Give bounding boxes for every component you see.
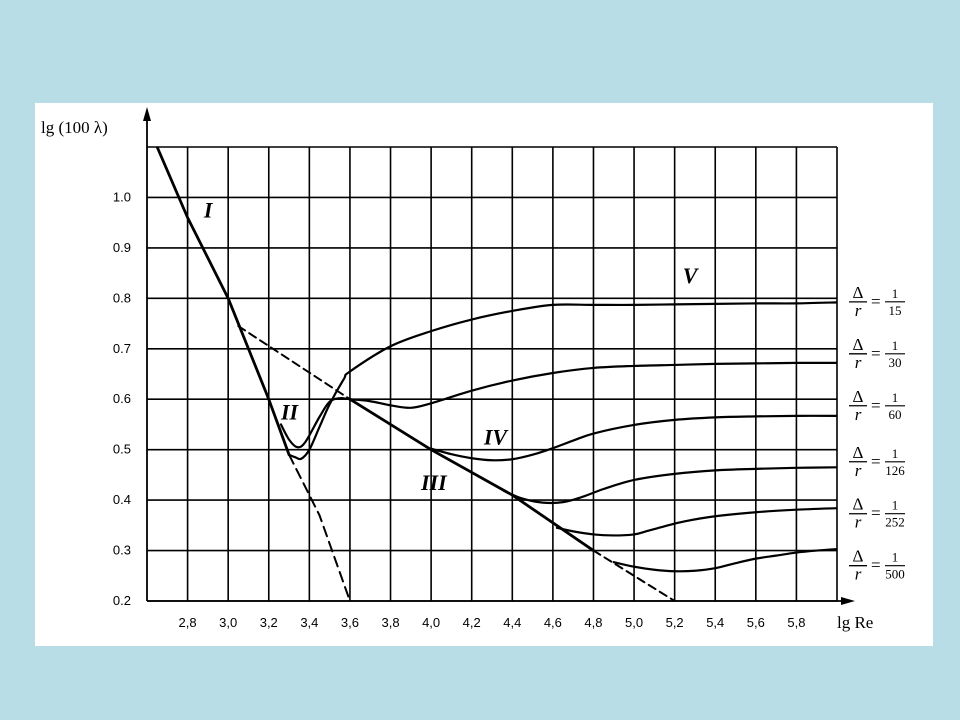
fraction-denominator: 15 — [889, 303, 902, 318]
y-tick-label: 0.4 — [113, 492, 131, 507]
delta-symbol: Δ — [853, 547, 864, 566]
equals-sign: = — [871, 292, 881, 311]
x-tick-label: 4,8 — [584, 615, 602, 630]
curve-label: Δr = 1 60 — [849, 387, 905, 424]
axes — [143, 107, 855, 605]
region-label: II — [280, 399, 300, 424]
grid-lines — [147, 146, 838, 602]
x-tick-label: 3,6 — [341, 615, 359, 630]
x-tick-label: 3,8 — [381, 615, 399, 630]
x-tick-label: 3,0 — [219, 615, 237, 630]
y-tick-label: 0.6 — [113, 391, 131, 406]
series-line-1-500 — [612, 547, 837, 573]
reference-lines — [155, 147, 676, 601]
fraction-numerator: 1 — [892, 550, 899, 565]
region-label: III — [420, 470, 448, 495]
series-lines — [279, 301, 837, 573]
x-tick-label: 4,0 — [422, 615, 440, 630]
radius-symbol: r — [855, 565, 862, 584]
x-tick-label: 4,2 — [463, 615, 481, 630]
reference-line-smooth-pipe-extension — [237, 325, 351, 401]
y-tick-label: 1.0 — [113, 189, 131, 204]
y-tick-label: 0.5 — [113, 442, 131, 457]
region-label: I — [203, 198, 214, 223]
y-tick-label: 0.7 — [113, 341, 131, 356]
fraction-numerator: 1 — [892, 498, 899, 513]
series-line-1-252 — [555, 507, 837, 537]
fraction-denominator: 126 — [885, 463, 905, 478]
curve-label: Δr = 1 252 — [849, 495, 905, 532]
reference-line-iii-extension — [592, 549, 676, 601]
curve-label: Δr = 1 126 — [849, 443, 905, 480]
region-label: IV — [483, 425, 510, 450]
delta-symbol: Δ — [853, 387, 864, 406]
curve-label: Δr = 1 500 — [849, 547, 905, 584]
region-label: V — [683, 263, 700, 288]
y-tick-label: 0.2 — [113, 593, 131, 608]
y-tick-labels: 0.2 0.3 0.4 0.5 0.6 0.7 0.8 0.9 1.0 — [113, 189, 131, 608]
x-tick-label: 2,8 — [179, 615, 197, 630]
x-tick-label: 5,4 — [706, 615, 724, 630]
radius-symbol: r — [855, 405, 862, 424]
delta-symbol: Δ — [853, 495, 864, 514]
fraction-numerator: 1 — [892, 338, 899, 353]
equals-sign: = — [871, 452, 881, 471]
series-line-1-126 — [503, 466, 837, 505]
equals-sign: = — [871, 344, 881, 363]
reference-line-laminar-extension — [288, 453, 351, 601]
fraction-denominator: 30 — [889, 355, 902, 370]
curve-label: Δr = 1 15 — [849, 283, 905, 320]
x-tick-label: 3,4 — [300, 615, 318, 630]
series-line-1-30 — [279, 361, 837, 449]
x-tick-label: 3,2 — [260, 615, 278, 630]
fraction-numerator: 1 — [892, 390, 899, 405]
y-axis-label: lg (100 λ) — [41, 118, 108, 137]
fraction-denominator: 500 — [885, 567, 905, 582]
x-axis-arrow-icon — [841, 597, 855, 605]
radius-symbol: r — [855, 513, 862, 532]
fraction-numerator: 1 — [892, 446, 899, 461]
radius-symbol: r — [855, 353, 862, 372]
fraction-denominator: 60 — [889, 407, 902, 422]
x-tick-label: 4,6 — [544, 615, 562, 630]
radius-symbol: r — [855, 301, 862, 320]
chart-panel: 2,8 3,0 3,2 3,4 3,6 3,8 4,0 4,2 4,4 4,6 4,8 5,0 5,2 5… — [35, 103, 933, 646]
x-tick-labels: 2,8 3,0 3,2 3,4 3,6 3,8 4,0 4,2 4,4 4,6 4,8 5,0 5,2 5… — [179, 615, 806, 630]
radius-symbol: r — [855, 461, 862, 480]
x-tick-label: 5,6 — [747, 615, 765, 630]
equals-sign: = — [871, 396, 881, 415]
fraction-numerator: 1 — [892, 286, 899, 301]
fraction-denominator: 252 — [885, 515, 905, 530]
delta-symbol: Δ — [853, 283, 864, 302]
y-axis-arrow-icon — [143, 107, 151, 121]
equals-sign: = — [871, 556, 881, 575]
delta-symbol: Δ — [853, 443, 864, 462]
curve-label: Δr = 1 30 — [849, 335, 905, 372]
y-tick-label: 0.8 — [113, 290, 131, 305]
x-tick-label: 4,4 — [503, 615, 521, 630]
x-tick-label: 5,0 — [625, 615, 643, 630]
y-tick-label: 0.3 — [113, 543, 131, 558]
reference-line-i — [155, 147, 291, 457]
x-axis-label: lg Re — [837, 613, 873, 632]
y-tick-label: 0.9 — [113, 240, 131, 255]
friction-factor-chart: 2,8 3,0 3,2 3,4 3,6 3,8 4,0 4,2 4,4 4,6 4,8 5,0 5,2 5… — [41, 107, 905, 632]
delta-symbol: Δ — [853, 335, 864, 354]
curve-labels: Δr = 1 15 Δr = 1 30 Δr = 1 60 Δr = 1 126 Δr = 1 252 Δr = 1 500 — [849, 283, 905, 584]
x-tick-label: 5,8 — [787, 615, 805, 630]
series-line-1-15 — [287, 301, 837, 461]
reference-line-iii — [348, 397, 595, 552]
series-line-1-60 — [430, 414, 837, 462]
x-tick-label: 5,2 — [666, 615, 684, 630]
equals-sign: = — [871, 504, 881, 523]
